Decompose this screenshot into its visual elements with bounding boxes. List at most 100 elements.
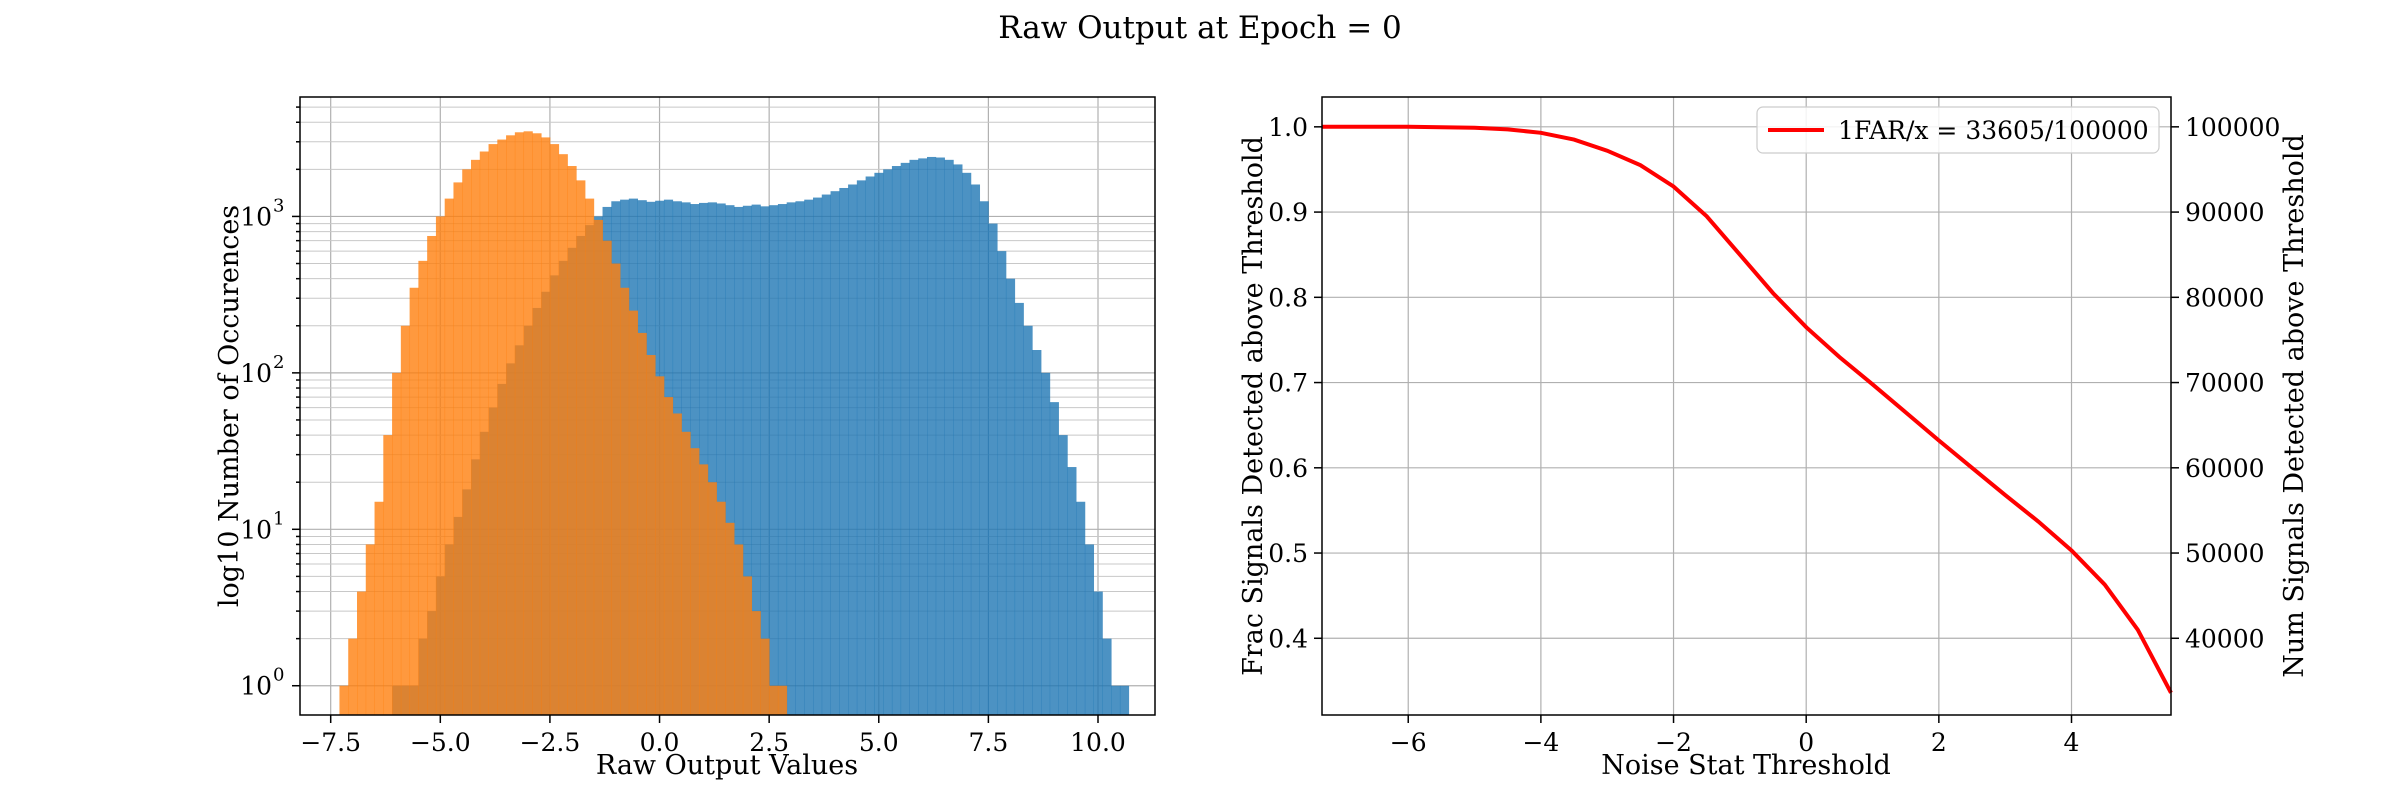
line-grid	[1322, 97, 2171, 715]
histogram-bar-series-1	[707, 202, 717, 715]
line-y2-tick-label: 70000	[2185, 369, 2265, 398]
line-y-tick-label: 0.9	[1268, 198, 1308, 227]
histogram-bar-series-2	[734, 544, 744, 715]
histogram-bar-series-2	[585, 198, 595, 715]
line-x-tick-label: −4	[1522, 728, 1559, 757]
histogram-bars	[339, 131, 1130, 716]
histogram-bar-series-1	[804, 199, 814, 716]
histogram-bar-series-2	[400, 325, 411, 715]
histogram-frame	[299, 96, 1156, 716]
histogram-bar-series-1	[1041, 372, 1051, 715]
histogram-bar-series-1	[1023, 325, 1033, 715]
histogram-bar-series-1	[1067, 467, 1077, 715]
histogram-y-tick-exponent: 3	[273, 195, 284, 216]
line-y2-axis-label: Num Signals Detected above Threshold	[2279, 134, 2310, 678]
histogram-bar-series-2	[365, 544, 375, 715]
line-x-tick-label: −2	[1655, 728, 1692, 757]
histogram-bar-series-2	[593, 219, 603, 715]
histogram-bar-series-1	[970, 184, 981, 715]
histogram-bar-series-2	[444, 198, 454, 715]
line-y-tick-label: 0.8	[1268, 283, 1308, 312]
histogram-bar-series-1	[777, 204, 788, 716]
histogram-bar-series-1	[900, 162, 910, 715]
histogram-bar-series-2	[672, 413, 682, 715]
histogram-bar-series-1	[1111, 685, 1121, 715]
histogram-bar-series-2	[523, 131, 533, 715]
histogram-bar-series-2	[681, 431, 691, 715]
histogram-bar-series-1	[786, 202, 796, 715]
histogram-bar-series-1	[769, 205, 779, 715]
histogram-bar-series-1	[874, 172, 884, 715]
histogram-bar-series-1	[944, 159, 954, 715]
line-y-tick-label: 1.0	[1268, 113, 1308, 142]
histogram-bar-series-1	[1076, 501, 1086, 715]
histogram-bar-series-1	[742, 205, 753, 715]
histogram-bar-series-2	[637, 332, 647, 715]
legend-label: 1FAR/x = 33605/100000	[1838, 116, 2149, 145]
histogram-bar-series-1	[1084, 544, 1095, 715]
histogram-bar-series-1	[839, 187, 849, 715]
histogram-bar-series-2	[357, 591, 367, 715]
line-frame	[1321, 96, 2172, 716]
histogram-x-tick-label: 0.0	[640, 728, 680, 757]
histogram-bar-series-2	[383, 435, 393, 715]
histogram-bar-series-2	[742, 576, 753, 715]
histogram-bar-series-2	[409, 287, 419, 715]
histogram-bar-series-2	[699, 464, 709, 715]
histogram-bar-series-2	[707, 482, 717, 715]
histogram-bar-series-2	[716, 501, 726, 715]
histogram-bar-series-2	[777, 685, 788, 715]
histogram-bar-series-2	[620, 287, 630, 715]
line-y-axis-label: Frac Signals Detected above Threshold	[1238, 136, 1269, 676]
histogram-bar-series-1	[795, 201, 805, 715]
histogram-y-axis-label: log10 Number of Occurences	[214, 205, 245, 607]
histogram-y-tick-label: 10	[240, 515, 272, 544]
histogram-bar-series-2	[374, 501, 384, 715]
histogram-bar-series-2	[339, 685, 349, 715]
histogram-bar-series-2	[392, 372, 402, 715]
line-y-tick-label: 0.6	[1268, 454, 1308, 483]
histogram-bar-series-1	[918, 158, 928, 716]
histogram-bar-series-1	[935, 157, 945, 716]
histogram-bar-series-1	[734, 206, 744, 715]
legend: 1FAR/x = 33605/100000	[1756, 106, 2160, 154]
histogram-bar-series-2	[348, 638, 358, 715]
line-x-axis-label: Noise Stat Threshold	[1601, 750, 1891, 781]
histogram-bar-series-2	[488, 144, 498, 715]
histogram-y-tick-exponent: 2	[273, 352, 284, 373]
histogram-bar-series-1	[830, 191, 840, 715]
line-series-far	[1322, 124, 2173, 694]
histogram-bar-series-2	[646, 355, 656, 715]
histogram-bar-series-1	[1005, 278, 1016, 715]
line-x-tick-label: 4	[2064, 728, 2080, 757]
histogram-bar-series-2	[663, 397, 674, 715]
histogram-bar-series-2	[558, 154, 568, 715]
line-y2-tick-label: 50000	[2185, 539, 2265, 568]
histogram-bar-series-1	[865, 176, 875, 715]
histogram-bar-series-2	[462, 169, 472, 715]
line-x-tick-label: 2	[1931, 728, 1947, 757]
histogram-bar-series-1	[988, 223, 998, 715]
histogram-bar-series-2	[427, 235, 437, 715]
histogram-bar-series-2	[549, 144, 560, 715]
histogram-bar-series-1	[1049, 402, 1059, 715]
line-ticks: −6 −4 −2 0 2 4 0.4 0.5 0.6 0.7 0.8 0.9 1.0 40000 50000…	[1268, 113, 2280, 757]
histogram-bar-series-2	[567, 166, 577, 715]
histogram-bar-series-2	[725, 522, 735, 715]
histogram-bar-series-1	[979, 201, 989, 715]
line-x-tick-label: 0	[1798, 728, 1814, 757]
histogram-bar-series-1	[760, 206, 770, 715]
legend-box	[1756, 106, 2160, 154]
histogram-bar-series-1	[813, 197, 823, 716]
histogram-bar-series-2	[541, 137, 551, 715]
line-x-tick-label: −6	[1390, 728, 1427, 757]
histogram-y-tick-exponent: 1	[273, 508, 284, 529]
histogram-bar-series-2	[453, 182, 463, 716]
histogram-bar-series-2	[506, 135, 516, 715]
histogram-bar-series-1	[1032, 350, 1042, 715]
histogram-x-tick-label: −2.5	[520, 728, 581, 757]
histogram-x-tick-label: −7.5	[300, 728, 361, 757]
line-y2-tick-label: 100000	[2185, 113, 2280, 142]
